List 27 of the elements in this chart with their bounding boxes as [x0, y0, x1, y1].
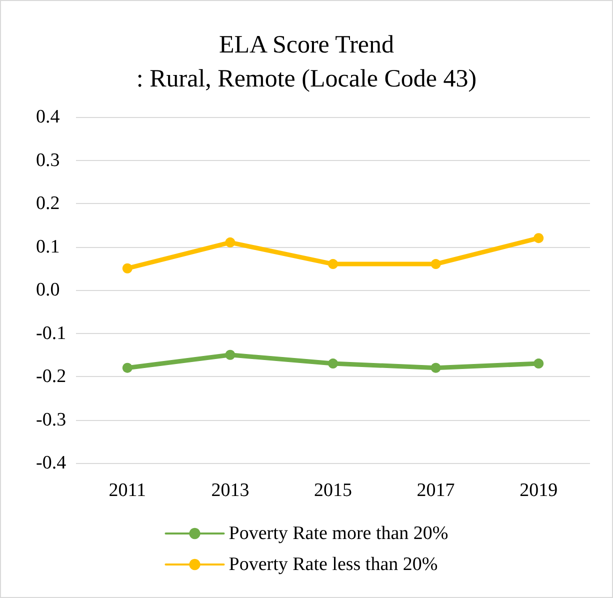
point [225, 237, 236, 248]
point [122, 263, 132, 274]
y-tick-label: -0.2 [36, 366, 66, 387]
y-tick-label: 0.0 [36, 280, 60, 300]
x-tick-label: 2013 [211, 480, 250, 501]
chart-title: ELA Score Trend : Rural, Remote (Locale Code 43) [136, 32, 477, 92]
point [534, 358, 544, 369]
point [534, 233, 544, 244]
y-tick-label: 0.4 [36, 106, 60, 128]
point [328, 358, 338, 369]
x-tick-label: 2015 [314, 480, 352, 501]
legend-label: Poverty Rate more than 20% [228, 523, 448, 544]
x-tick-label: 2017 [416, 480, 455, 501]
point [430, 259, 441, 270]
y-tick-label: -0.3 [36, 409, 66, 430]
x-tick-label: 2011 [108, 480, 146, 501]
y-tick-label: 0.2 [36, 193, 60, 214]
y-tick-label: 0.1 [36, 236, 60, 258]
point [225, 350, 236, 360]
y-tick-label: -0.4 [36, 452, 67, 474]
y-tick-label: 0.3 [36, 150, 60, 171]
y-tick-label: -0.1 [36, 322, 66, 344]
point [430, 362, 441, 373]
point [122, 362, 132, 373]
x-tick-label: 2019 [520, 480, 558, 501]
legend-label: Poverty Rate less than 20% [228, 554, 438, 575]
point [328, 259, 338, 270]
